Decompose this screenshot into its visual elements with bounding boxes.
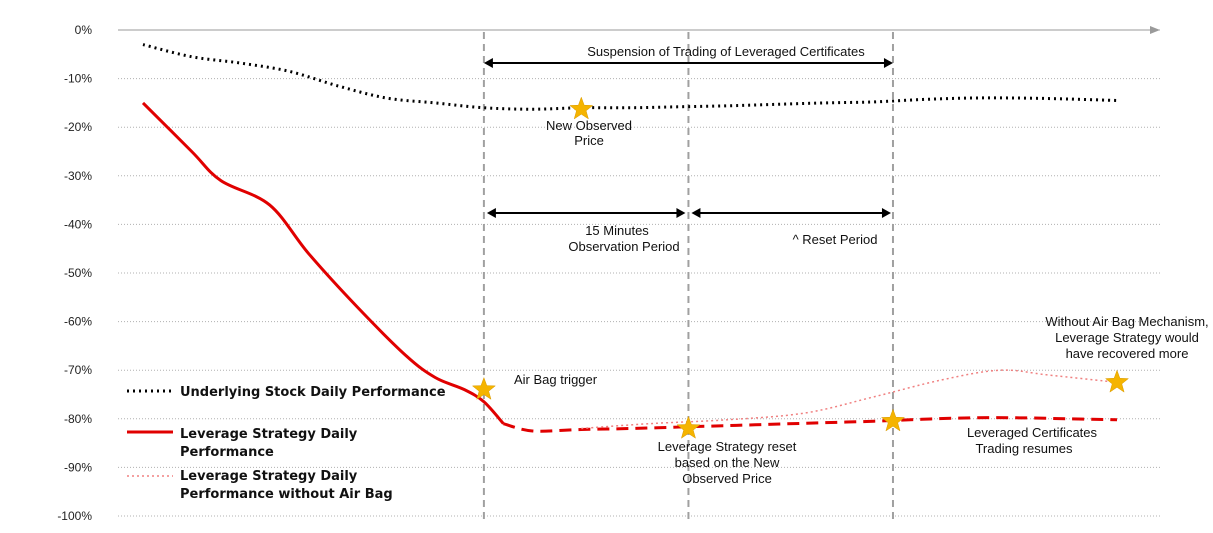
without-air-bag-label-line1: Without Air Bag Mechanism, (1045, 314, 1208, 329)
star-icon (880, 408, 906, 432)
observation-period-label-line2: Observation Period (568, 239, 679, 254)
annotations: Suspension of Trading of Leveraged Certi… (514, 44, 1209, 486)
y-tick-label: -50% (64, 266, 92, 280)
reset-period-arrow (691, 208, 891, 218)
y-tick-label: -100% (57, 509, 92, 523)
legend-label-leverage-line1: Leverage Strategy Daily (180, 427, 358, 442)
without-air-bag-label-line2: Leverage Strategy would (1055, 330, 1199, 345)
star-icon (471, 376, 496, 400)
star-icon (676, 415, 701, 439)
suspension-arrow (483, 58, 893, 68)
star-icon (1104, 369, 1130, 393)
y-axis-ticks: 0% -10% -20% -30% -40% -50% -60% -70% -80% -90% -1… (57, 23, 92, 523)
series-layer (141, 43, 1118, 433)
suspension-label: Suspension of Trading of Leveraged Certi… (587, 44, 865, 59)
y-tick-label: -80% (64, 412, 92, 426)
series-line-leverage-solid (141, 101, 505, 425)
y-tick-label: -90% (64, 460, 92, 474)
y-tick-label: -10% (64, 72, 92, 86)
y-tick-label: -60% (64, 315, 92, 329)
air-bag-trigger-label: Air Bag trigger (514, 372, 598, 387)
star-icon (569, 96, 594, 120)
y-tick-label: -30% (64, 169, 92, 183)
legend-label-underlying: Underlying Stock Daily Performance (180, 385, 446, 400)
period-arrows (483, 58, 893, 218)
without-air-bag-label-line3: have recovered more (1066, 346, 1189, 361)
y-tick-label: -20% (64, 120, 92, 134)
series-line-without-air-bag (581, 369, 1118, 430)
event-markers (471, 96, 1130, 439)
observation-period-arrow (486, 208, 686, 218)
series-line-underlying (142, 43, 1118, 111)
trading-resumes-label-line2: Trading resumes (975, 441, 1073, 456)
series-line-leverage-dashed (502, 416, 1118, 433)
new-observed-price-label-line1: New Observed (546, 118, 632, 133)
period-markers (482, 32, 894, 522)
observation-period-label-line1: 15 Minutes (585, 223, 649, 238)
x-axis-arrow (1150, 26, 1160, 34)
reset-period-label: ^ Reset Period (793, 232, 878, 247)
y-tick-label: -70% (64, 363, 92, 377)
new-observed-price-label-line2: Price (574, 133, 604, 148)
trading-resumes-label-line1: Leveraged Certificates (967, 425, 1098, 440)
legend-label-without-air-bag-line1: Leverage Strategy Daily (180, 469, 358, 484)
legend: Underlying Stock Daily Performance Lever… (127, 385, 446, 502)
y-tick-label: -40% (64, 217, 92, 231)
leverage-reset-label-line3: Observed Price (682, 471, 772, 486)
legend-label-without-air-bag-line2: Performance without Air Bag (180, 487, 393, 502)
legend-label-leverage-line2: Performance (180, 445, 274, 460)
leverage-reset-label-line2: based on the New (675, 455, 780, 470)
leverage-reset-label-line1: Leverage Strategy reset (658, 439, 797, 454)
y-tick-label: 0% (75, 23, 93, 37)
